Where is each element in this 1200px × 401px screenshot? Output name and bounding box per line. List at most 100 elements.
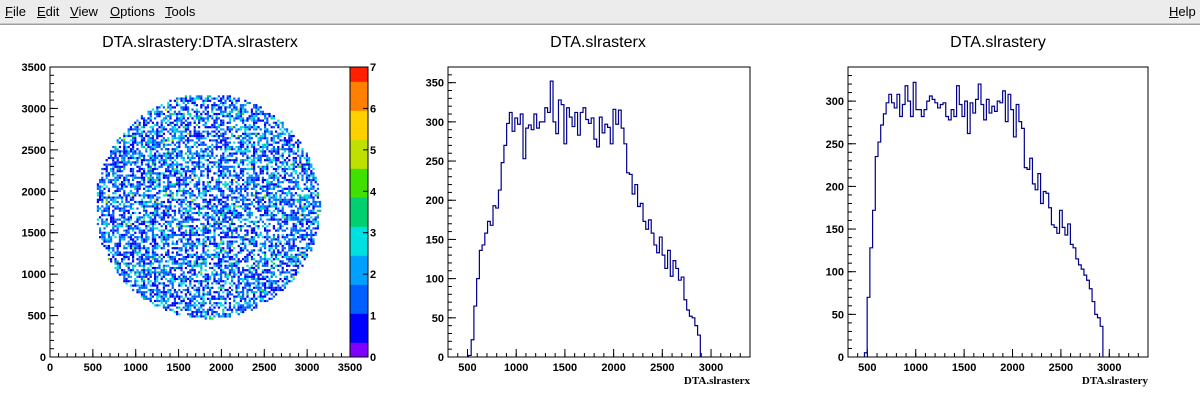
heatmap-cell: [152, 177, 154, 179]
heatmap-cell: [308, 157, 310, 159]
heatmap-cell: [150, 291, 152, 293]
heatmap-cell: [293, 203, 295, 205]
heatmap-cell: [101, 232, 103, 234]
menu-view[interactable]: View: [70, 4, 98, 19]
heatmap-cell: [174, 300, 176, 302]
heatmap-cell: [169, 280, 171, 282]
heatmap-cell: [136, 183, 138, 185]
heatmap-cell: [185, 234, 187, 236]
heatmap-cell: [229, 263, 231, 265]
heatmap-cell: [229, 153, 231, 155]
heatmap-cell: [286, 256, 288, 258]
heatmap-cell: [110, 238, 112, 240]
heatmap-cell: [222, 194, 224, 196]
heatmap-cell: [114, 181, 116, 183]
heatmap-cell: [229, 117, 231, 119]
heatmap-cell: [209, 243, 211, 245]
heatmap-cell: [262, 153, 264, 155]
heatmap-cell: [260, 192, 262, 194]
heatmap-cell: [189, 309, 191, 311]
heatmap-cell: [185, 192, 187, 194]
heatmap-cell: [176, 128, 178, 130]
menu-edit[interactable]: Edit: [37, 4, 59, 19]
heatmap-cell: [143, 276, 145, 278]
heatmap-cell: [167, 304, 169, 306]
heatmap-cell: [240, 212, 242, 214]
heatmap-cell: [233, 271, 235, 273]
heatmap-cell: [145, 186, 147, 188]
heatmap-cell: [279, 274, 281, 276]
heatmap-cell: [163, 287, 165, 289]
heatmap-cell: [200, 155, 202, 157]
heatmap-cell: [222, 113, 224, 115]
heatmap-cell: [106, 186, 108, 188]
heatmap-cell: [246, 203, 248, 205]
heatmap-cell: [260, 111, 262, 113]
heatmap-cell: [286, 258, 288, 260]
heatmap-cell: [185, 293, 187, 295]
heatmap-cell: [143, 287, 145, 289]
heatmap-cell: [154, 210, 156, 212]
heatmap-cell: [235, 186, 237, 188]
heatmap-cell: [176, 122, 178, 124]
heatmap-cell: [198, 219, 200, 221]
heatmap-cell: [196, 280, 198, 282]
heatmap-cell: [235, 302, 237, 304]
menu-options[interactable]: Options: [110, 4, 155, 19]
menu-file[interactable]: File: [5, 4, 26, 19]
heatmap-cell: [154, 258, 156, 260]
heatmap-cell: [147, 247, 149, 249]
heatmap-cell: [216, 135, 218, 137]
heatmap-cell: [297, 150, 299, 152]
heatmap-cell: [196, 188, 198, 190]
heatmap-cell: [244, 135, 246, 137]
histogram-bin: [558, 100, 561, 357]
heatmap-cell: [227, 232, 229, 234]
heatmap-cell: [222, 177, 224, 179]
heatmap-cell: [211, 304, 213, 306]
heatmap-cell: [163, 128, 165, 130]
heatmap-cell: [139, 216, 141, 218]
heatmap-cell: [297, 221, 299, 223]
heatmap-cell: [216, 302, 218, 304]
heatmap-cell: [119, 208, 121, 210]
heatmap-cell: [112, 157, 114, 159]
heatmap-cell: [183, 208, 185, 210]
heatmap-cell: [132, 146, 134, 148]
heatmap-cell: [167, 188, 169, 190]
heatmap-cell: [242, 236, 244, 238]
heatmap-cell: [288, 247, 290, 249]
menu-tools[interactable]: Tools: [165, 4, 195, 19]
heatmap-cell: [176, 223, 178, 225]
heatmap-cell: [255, 192, 257, 194]
heatmap-cell: [213, 221, 215, 223]
heatmap-cell: [262, 190, 264, 192]
heatmap-cell: [216, 181, 218, 183]
heatmap-cell: [271, 137, 273, 139]
heatmap-cell: [191, 254, 193, 256]
heatmap-cell: [255, 122, 257, 124]
heatmap-cell: [295, 256, 297, 258]
heatmap-cell: [178, 208, 180, 210]
heatmap-cell: [154, 300, 156, 302]
heatmap-cell: [282, 234, 284, 236]
heatmap-cell: [293, 168, 295, 170]
heatmap-cell: [125, 219, 127, 221]
heatmap-cell: [253, 142, 255, 144]
heatmap-cell: [306, 161, 308, 163]
heatmap-cell: [161, 302, 163, 304]
heatmap-cell: [194, 153, 196, 155]
heatmap-cell: [211, 126, 213, 128]
heatmap-cell: [147, 282, 149, 284]
menu-help[interactable]: Help: [1169, 4, 1196, 19]
heatmap-cell: [227, 197, 229, 199]
heatmap-cell: [244, 188, 246, 190]
heatmap-cell: [271, 298, 273, 300]
heatmap-cell: [125, 254, 127, 256]
histogram-bin: [610, 144, 613, 357]
heatmap-cell: [128, 243, 130, 245]
